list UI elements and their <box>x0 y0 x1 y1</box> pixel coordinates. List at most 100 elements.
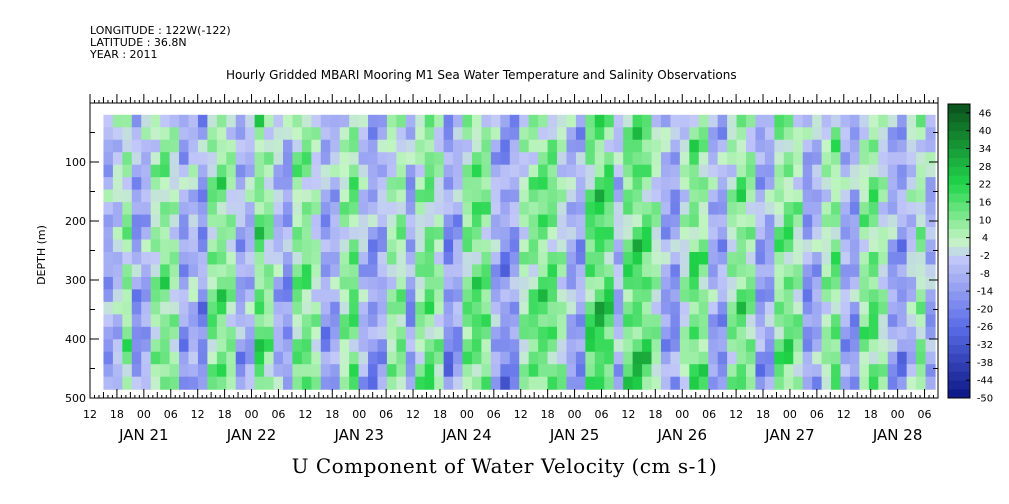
heatmap-cell <box>897 189 908 203</box>
colorbar-swatch <box>948 273 970 283</box>
heatmap-cell <box>207 314 218 328</box>
heatmap-cell <box>698 189 709 203</box>
colorbar-label: 10 <box>979 215 992 226</box>
heatmap-cell <box>377 227 388 241</box>
heatmap-cell <box>566 251 577 266</box>
x-tick-label: 12 <box>621 408 635 421</box>
heatmap-cell <box>793 227 804 241</box>
heatmap-cell <box>453 364 464 378</box>
heatmap-cell <box>613 139 624 153</box>
heatmap-cell <box>358 114 369 128</box>
heatmap-cell <box>821 314 832 328</box>
heatmap-cell <box>330 214 341 228</box>
heatmap-cell <box>405 214 416 228</box>
heatmap-cell <box>169 314 180 328</box>
heatmap-cell <box>150 239 161 253</box>
colorbar-label: -26 <box>977 322 993 333</box>
heatmap-cell <box>906 301 917 315</box>
heatmap-cell <box>906 177 917 191</box>
heatmap-cell <box>188 152 199 166</box>
heatmap-cell <box>443 189 454 203</box>
heatmap-cell <box>273 114 284 128</box>
heatmap-cell <box>519 276 530 290</box>
heatmap-cell <box>698 164 709 178</box>
x-tick-label: 06 <box>271 408 285 421</box>
heatmap-cell <box>235 326 246 340</box>
heatmap-cell <box>330 339 341 353</box>
heatmap-cell <box>179 276 190 290</box>
heatmap-cell <box>396 139 407 153</box>
heatmap-cell <box>292 189 303 203</box>
heatmap-cell <box>887 139 898 153</box>
heatmap-cell <box>632 214 643 228</box>
heatmap-cell <box>405 127 416 141</box>
heatmap-cell <box>292 152 303 166</box>
heatmap-cell <box>916 251 927 266</box>
heatmap-cell <box>736 301 747 315</box>
heatmap-cell <box>273 289 284 303</box>
heatmap-cell <box>292 114 303 128</box>
heatmap-cell <box>906 351 917 365</box>
heatmap-cell <box>774 326 785 340</box>
heatmap-cell <box>150 177 161 191</box>
heatmap-cell <box>717 339 728 353</box>
heatmap-cell <box>642 152 653 166</box>
heatmap-cell <box>802 264 813 278</box>
heatmap-cell <box>613 227 624 241</box>
heatmap-cell <box>103 227 114 241</box>
heatmap-cell <box>755 127 766 141</box>
heatmap-cell <box>604 276 615 290</box>
heatmap-cell <box>301 227 312 241</box>
heatmap-cell <box>566 314 577 328</box>
heatmap-cell <box>216 351 227 365</box>
heatmap-cell <box>774 364 785 378</box>
heatmap-cell <box>727 314 738 328</box>
heatmap-cell <box>330 127 341 141</box>
heatmap-cell <box>689 164 700 178</box>
heatmap-cell <box>349 164 360 178</box>
colorbar-frame <box>947 103 971 399</box>
heatmap-cell <box>122 376 133 390</box>
heatmap-cell <box>424 177 435 191</box>
heatmap-cell <box>660 326 672 340</box>
heatmap-cell <box>320 339 331 353</box>
heatmap-cell <box>594 289 605 303</box>
heatmap-cell <box>746 227 757 241</box>
heatmap-cell <box>207 289 218 303</box>
heatmap-cell <box>802 376 813 390</box>
heatmap-cell <box>245 251 256 266</box>
heatmap-cell <box>821 339 832 353</box>
heatmap-cell <box>774 289 785 303</box>
heatmap-cell <box>122 301 133 315</box>
heatmap-cell <box>396 301 407 315</box>
heatmap-cell <box>386 152 397 166</box>
heatmap-cell <box>481 152 492 166</box>
heatmap-cell <box>868 164 879 178</box>
heatmap-cell <box>679 214 690 228</box>
heatmap-cell <box>547 164 558 178</box>
heatmap-cell <box>774 239 785 253</box>
heatmap-cell <box>235 239 246 253</box>
heatmap-cell <box>887 351 898 365</box>
heatmap-cell <box>320 276 331 290</box>
heatmap-cell <box>736 289 747 303</box>
colorbar-label: 22 <box>979 180 992 191</box>
heatmap-cell <box>538 264 549 278</box>
heatmap-cell <box>320 301 331 315</box>
heatmap-cell <box>698 114 709 128</box>
heatmap-cell <box>424 114 435 128</box>
heatmap-cell <box>396 152 407 166</box>
heatmap-cell <box>405 339 416 353</box>
heatmap-cell <box>273 276 284 290</box>
heatmap-cell <box>349 251 360 266</box>
heatmap-cell <box>443 264 454 278</box>
heatmap-cell <box>736 314 747 328</box>
heatmap-cell <box>197 239 208 253</box>
colorbar-swatch <box>948 264 970 274</box>
heatmap-cell <box>169 251 180 266</box>
x-tick-label: 18 <box>218 408 232 421</box>
latitude-label: LATITUDE : 36.8N <box>90 36 187 49</box>
heatmap-cell <box>226 264 237 278</box>
heatmap-cell <box>736 227 747 241</box>
heatmap-cell <box>916 376 927 390</box>
